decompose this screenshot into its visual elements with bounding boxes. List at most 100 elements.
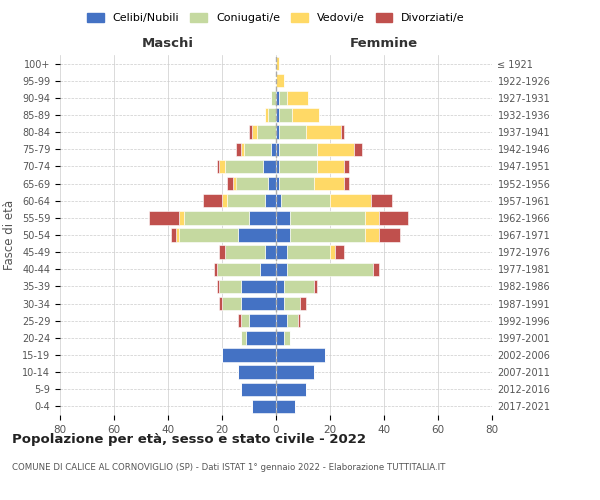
Bar <box>244 142 271 156</box>
Bar <box>249 211 276 224</box>
Bar <box>276 91 278 104</box>
Bar <box>222 297 241 310</box>
Y-axis label: Fasce di età: Fasce di età <box>4 200 16 270</box>
Bar <box>276 297 284 310</box>
Bar <box>224 160 263 173</box>
Bar <box>241 314 249 328</box>
Bar <box>343 177 349 190</box>
Bar <box>379 211 409 224</box>
Bar <box>278 91 287 104</box>
Bar <box>238 314 241 328</box>
Bar <box>220 160 224 173</box>
Text: Maschi: Maschi <box>142 37 194 50</box>
Bar <box>314 280 317 293</box>
Bar <box>252 400 276 413</box>
Bar <box>260 262 276 276</box>
Bar <box>233 177 235 190</box>
Bar <box>276 246 287 259</box>
Bar <box>365 228 379 241</box>
Bar <box>241 280 276 293</box>
Bar <box>271 91 276 104</box>
Bar <box>343 160 349 173</box>
Bar <box>276 74 284 88</box>
Bar <box>276 280 284 293</box>
Bar <box>301 297 306 310</box>
Bar <box>284 280 314 293</box>
Bar <box>341 126 343 139</box>
Bar <box>171 228 176 241</box>
Bar <box>276 382 306 396</box>
Bar <box>203 194 222 207</box>
Bar <box>217 280 220 293</box>
Bar <box>276 57 278 70</box>
Bar <box>287 314 298 328</box>
Bar <box>220 246 224 259</box>
Bar <box>278 142 317 156</box>
Bar <box>276 126 278 139</box>
Bar <box>241 382 276 396</box>
Bar <box>271 142 276 156</box>
Bar <box>217 262 260 276</box>
Bar <box>278 126 306 139</box>
Bar <box>373 262 379 276</box>
Bar <box>235 177 268 190</box>
Text: Popolazione per età, sesso e stato civile - 2022: Popolazione per età, sesso e stato civil… <box>12 432 366 446</box>
Bar <box>235 142 241 156</box>
Bar <box>265 194 276 207</box>
Bar <box>276 348 325 362</box>
Bar <box>179 211 184 224</box>
Bar <box>276 160 278 173</box>
Bar <box>149 211 179 224</box>
Bar <box>276 228 290 241</box>
Bar <box>290 228 365 241</box>
Bar <box>249 126 252 139</box>
Bar <box>278 160 317 173</box>
Bar <box>276 142 278 156</box>
Bar <box>276 314 287 328</box>
Bar <box>241 142 244 156</box>
Bar <box>179 228 238 241</box>
Bar <box>227 177 233 190</box>
Bar <box>184 211 249 224</box>
Bar <box>276 194 281 207</box>
Bar <box>214 262 217 276</box>
Text: Femmine: Femmine <box>350 37 418 50</box>
Bar <box>220 297 222 310</box>
Bar <box>287 262 373 276</box>
Bar <box>252 126 257 139</box>
Bar <box>284 331 290 344</box>
Bar <box>330 246 335 259</box>
Bar <box>247 331 276 344</box>
Bar <box>241 297 276 310</box>
Bar <box>227 194 265 207</box>
Bar <box>268 108 276 122</box>
Bar <box>292 108 319 122</box>
Bar <box>224 246 265 259</box>
Bar <box>317 160 343 173</box>
Bar <box>241 331 247 344</box>
Bar <box>238 228 276 241</box>
Bar <box>222 194 227 207</box>
Bar <box>287 246 330 259</box>
Bar <box>276 331 284 344</box>
Bar <box>220 280 241 293</box>
Bar <box>276 211 290 224</box>
Bar <box>222 348 276 362</box>
Bar <box>298 314 301 328</box>
Bar <box>278 108 292 122</box>
Bar <box>330 194 371 207</box>
Bar <box>176 228 179 241</box>
Text: COMUNE DI CALICE AL CORNOVIGLIO (SP) - Dati ISTAT 1° gennaio 2022 - Elaborazione: COMUNE DI CALICE AL CORNOVIGLIO (SP) - D… <box>12 463 445 472</box>
Bar <box>249 314 276 328</box>
Bar <box>317 142 354 156</box>
Bar <box>217 160 220 173</box>
Bar <box>306 126 341 139</box>
Bar <box>276 108 278 122</box>
Bar <box>276 366 314 379</box>
Bar <box>268 177 276 190</box>
Bar <box>335 246 343 259</box>
Bar <box>281 194 330 207</box>
Bar <box>290 211 365 224</box>
Bar <box>265 108 268 122</box>
Bar <box>265 246 276 259</box>
